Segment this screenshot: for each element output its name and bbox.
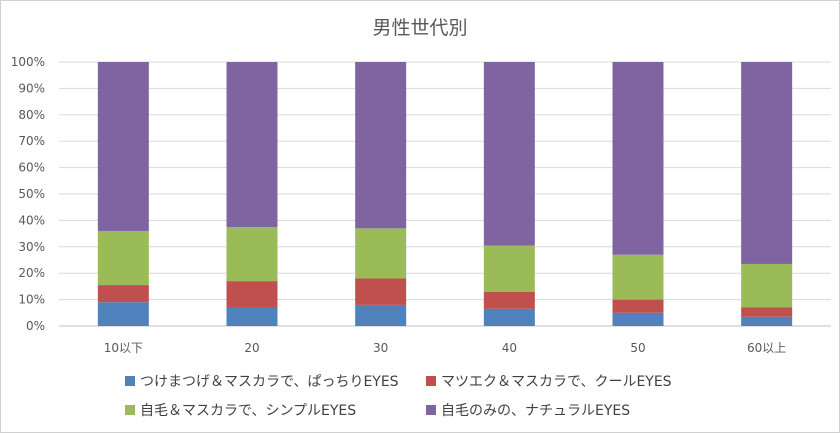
bar-segment xyxy=(612,299,664,313)
legend: つけまつげ＆マスカラで、ぱっちりEYES マツエク＆マスカラで、クールEYES 自毛… xyxy=(125,374,672,419)
bar-segment xyxy=(612,312,664,326)
bar-segment xyxy=(355,278,407,305)
legend-label: マツエク＆マスカラで、クールEYES xyxy=(441,374,672,390)
bars xyxy=(97,62,793,326)
y-tick-label: 10% xyxy=(18,293,45,307)
bar-segment xyxy=(226,62,278,227)
bar-segment xyxy=(226,227,278,282)
legend-label: つけまつげ＆マスカラで、ぱっちりEYES xyxy=(140,374,399,390)
bar-segment xyxy=(355,304,407,326)
bar-segment xyxy=(97,285,149,303)
bar-segment xyxy=(97,230,149,286)
y-tick-label: 80% xyxy=(18,108,45,122)
bar-segment xyxy=(226,281,278,308)
bar-segment xyxy=(97,62,149,231)
x-tick-label: 20 xyxy=(244,341,259,355)
y-tick-label: 30% xyxy=(18,240,45,254)
bar-segment xyxy=(355,62,407,229)
legend-swatch xyxy=(426,405,436,415)
x-axis-tick-labels: 10以下 20 30 40 50 60以上 xyxy=(104,341,787,355)
y-tick-label: 40% xyxy=(18,213,45,227)
bar-segment xyxy=(483,62,535,246)
x-tick-label: 30 xyxy=(373,341,388,355)
bar-segment xyxy=(97,302,149,326)
bar-segment xyxy=(226,307,278,326)
bar-segment xyxy=(612,254,664,300)
x-tick-label: 40 xyxy=(502,341,517,355)
bar-segment xyxy=(741,316,793,326)
bar-segment xyxy=(483,245,535,292)
legend-swatch xyxy=(125,405,135,415)
y-tick-label: 90% xyxy=(18,81,45,95)
bar-segment xyxy=(741,62,793,264)
chart-title: 男性世代別 xyxy=(372,17,467,39)
x-tick-label: 50 xyxy=(630,341,645,355)
bar-segment xyxy=(483,291,535,309)
y-tick-label: 20% xyxy=(18,266,45,280)
x-tick-label: 10以下 xyxy=(104,341,143,355)
y-tick-label: 50% xyxy=(18,187,45,201)
y-axis-tick-labels: 0% 10% 20% 30% 40% 50% 60% 70% 80% 90% 100% xyxy=(11,55,45,333)
gridlines xyxy=(59,61,831,327)
legend-label: 自毛のみの、ナチュラルEYES xyxy=(441,403,630,419)
y-tick-label: 70% xyxy=(18,134,45,148)
legend-label: 自毛＆マスカラで、シンプルEYES xyxy=(140,403,356,419)
bar-segment xyxy=(355,228,407,279)
bar-segment xyxy=(741,307,793,317)
y-tick-label: 0% xyxy=(26,319,45,333)
legend-swatch xyxy=(426,376,436,386)
y-tick-label: 60% xyxy=(18,161,45,175)
bar-segment xyxy=(612,62,664,255)
bar-segment xyxy=(741,263,793,308)
x-tick-label: 60以上 xyxy=(747,341,786,355)
legend-swatch xyxy=(125,376,135,386)
y-tick-label: 100% xyxy=(11,55,45,69)
bar-segment xyxy=(483,308,535,326)
